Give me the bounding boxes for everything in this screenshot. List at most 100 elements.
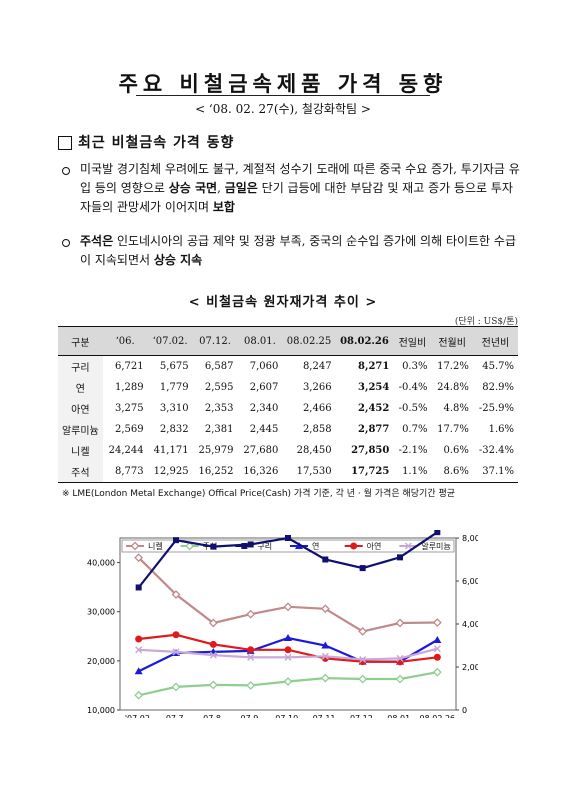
table-cell: 0.7% xyxy=(402,424,428,435)
left-axis-tick-label: 40,000 xyxy=(87,559,115,568)
data-point xyxy=(285,535,291,541)
data-point xyxy=(284,646,292,654)
table-cell: 17.7% xyxy=(437,424,469,435)
table-cell: -2.1% xyxy=(398,445,428,456)
table-cell: 2,353 xyxy=(204,403,234,414)
table-footnote: ※ LME(London Metal Exchange) Offical Pri… xyxy=(62,489,456,499)
table-cell: 0.6% xyxy=(443,445,469,456)
x-axis-tick-label: 08.01. xyxy=(387,714,412,718)
x-axis-tick-label: 07.9. xyxy=(240,714,260,718)
table-cell: 2,466 xyxy=(302,403,332,414)
data-point xyxy=(433,653,441,661)
column-header: 구분 xyxy=(58,326,103,356)
left-axis-tick-label: 10,000 xyxy=(87,706,115,715)
data-point xyxy=(432,618,442,627)
bullet-paragraph-1: 미국발 경기침체 우려에도 불구, 계절적 성수기 도래에 따른 중국 수요 증… xyxy=(80,160,520,217)
table-cell: 0.3% xyxy=(402,361,428,372)
table-cell: 6,721 xyxy=(115,361,144,372)
table-cell: 45.7% xyxy=(482,361,514,372)
table-cell: 2,381 xyxy=(204,424,234,435)
table-cell: 8.6% xyxy=(431,461,473,483)
data-point xyxy=(134,690,144,700)
table-cell: 2,877 xyxy=(358,424,390,435)
row-label: 알루미늄 xyxy=(58,419,103,440)
x-axis-tick-label: 07.8. xyxy=(203,714,223,718)
table-cell: 12,925 xyxy=(147,461,193,483)
table-title: < 비철금속 원자재가격 추이 > xyxy=(188,295,378,310)
data-point xyxy=(135,584,142,591)
table-row: 주석 8,773 12,925 16,252 16,326 17,530 17,725 1.1… xyxy=(58,461,518,483)
table-row: 니켈 24,244 41,171 25,979 27,680 28,450 27,850 -2… xyxy=(58,440,518,461)
data-point xyxy=(284,633,292,641)
data-point xyxy=(171,590,181,599)
data-point xyxy=(283,602,293,612)
data-point xyxy=(173,537,179,544)
data-point xyxy=(322,556,329,563)
table-cell: -0.5% xyxy=(398,403,428,414)
price-chart: 니켈 주석 구리 연 아연 알루미늄10,00020,00030,00040,00002,… xyxy=(87,530,478,718)
data-point xyxy=(210,543,217,550)
table-cell: 27,680 xyxy=(243,445,279,456)
data-point xyxy=(320,604,330,614)
data-point xyxy=(358,626,368,636)
paragraph-text: 단기 급등에 대한 부담감 및 재고 증가 등으로 투자자들의 관망세가 이어지… xyxy=(80,181,513,214)
data-point xyxy=(172,648,180,656)
legend-label: 알루미늄 xyxy=(421,541,450,551)
emphasis-text: 상승 국면 xyxy=(168,181,218,195)
table-cell: 17,725 xyxy=(335,461,394,483)
data-point xyxy=(359,565,366,572)
data-point xyxy=(172,631,180,639)
table-cell: 1,779 xyxy=(159,382,189,393)
x-axis-tick-label: 07.12. xyxy=(350,714,375,718)
data-point xyxy=(321,652,329,660)
data-point xyxy=(171,682,181,692)
data-point xyxy=(247,653,255,661)
paragraph-text: , xyxy=(217,181,225,195)
table-cell: 6,587 xyxy=(204,361,234,372)
table-cell: 2,340 xyxy=(249,403,279,414)
x-axis-tick-label: 08.02.26 xyxy=(420,714,456,718)
data-point xyxy=(283,677,293,686)
table-cell: 2,858 xyxy=(302,424,332,435)
data-point xyxy=(396,654,404,662)
table-cell: 8,773 xyxy=(102,461,148,483)
table-cell: 3,254 xyxy=(358,382,390,393)
x-axis-tick-label: 07.10. xyxy=(275,714,300,718)
data-point xyxy=(397,554,403,561)
table-cell: 1.6% xyxy=(488,424,514,435)
data-point xyxy=(433,645,441,653)
x-axis-tick-label: '07.02. xyxy=(125,714,153,718)
column-header: 08.01. xyxy=(237,326,283,356)
section-heading: 최근 비철금속 가격 동향 xyxy=(78,135,235,151)
legend-label: 구리 xyxy=(257,542,272,551)
data-point xyxy=(209,651,217,659)
table-cell: 3,275 xyxy=(115,403,144,414)
price-table: 구분 ‘06. ‘07.02. 07.12. 08.01. 08.02.25 08.02.2… xyxy=(58,326,518,483)
right-axis-tick-label: 6,000 xyxy=(462,577,478,586)
emphasis-text: 주석은 xyxy=(80,234,114,248)
table-header-row: 구분 ‘06. ‘07.02. 07.12. 08.01. 08.02.25 08.02.2… xyxy=(58,326,518,356)
bullet-circle-icon xyxy=(62,167,70,175)
column-header: 08.02.25 xyxy=(282,326,336,356)
table-cell: 1,289 xyxy=(115,382,144,393)
legend-marker xyxy=(241,543,248,549)
legend-marker xyxy=(130,541,140,551)
legend-label: 연 xyxy=(312,542,319,551)
column-header: 07.12. xyxy=(192,326,238,356)
table-cell: 2,595 xyxy=(204,382,234,393)
right-axis-tick-label: 0 xyxy=(462,706,467,715)
data-point xyxy=(395,618,405,628)
legend-marker xyxy=(185,541,195,551)
data-point xyxy=(432,667,442,677)
table-row: 구리 6,721 5,675 6,587 7,060 8,247 8,271 0.3% 17.2… xyxy=(58,355,518,377)
legend-label: 니켈 xyxy=(148,541,163,551)
table-cell: 2,607 xyxy=(249,382,279,393)
data-point xyxy=(358,674,368,684)
data-point xyxy=(134,553,144,563)
table-cell: 16,326 xyxy=(237,461,283,483)
table-cell: 24.8% xyxy=(437,382,469,393)
left-axis-tick-label: 20,000 xyxy=(87,657,115,666)
table-cell: 17,530 xyxy=(282,461,336,483)
paragraph-text: 미국발 경기침체 우려에도 불구, 계절적 성수기 도래에 따른 중국 수요 증… xyxy=(80,162,520,195)
data-point xyxy=(246,609,256,619)
